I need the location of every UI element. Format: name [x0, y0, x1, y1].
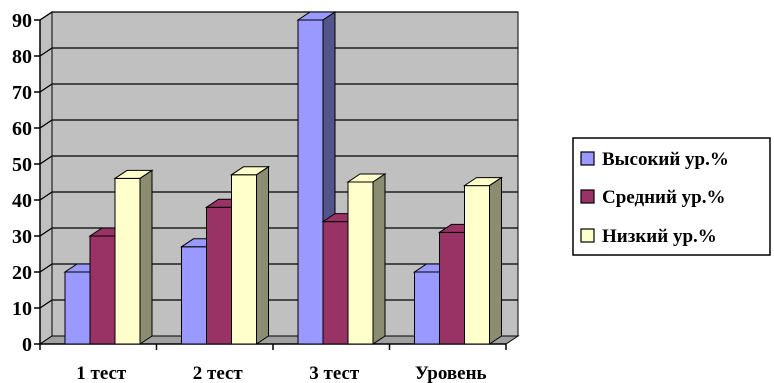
y-tick-label: 0: [22, 334, 32, 356]
bar-side: [139, 169, 153, 345]
bar-front: [414, 271, 440, 345]
x-category-label: Уровень: [415, 363, 487, 383]
x-category-label: 3 тест: [309, 363, 360, 383]
gridline-side: [39, 83, 53, 93]
x-category-label: 2 тест: [193, 363, 244, 383]
y-tick-label: 60: [12, 118, 32, 140]
gridline-side: [39, 47, 53, 57]
bar-front: [322, 221, 349, 345]
bar-front: [114, 177, 141, 345]
legend-box: [572, 137, 771, 256]
gridline-side: [39, 299, 53, 309]
legend-label-medium: Средний ур.%: [602, 187, 726, 208]
gridline-side: [39, 191, 53, 201]
bars: [63, 11, 504, 345]
bar: [462, 176, 504, 345]
gridline-side: [39, 227, 53, 237]
bar-side: [372, 173, 386, 345]
x-category-label: 1 тест: [76, 363, 127, 383]
y-tick-label: 90: [12, 10, 32, 32]
bar-front: [64, 271, 91, 345]
bar-front: [464, 185, 490, 345]
bar: [346, 173, 387, 345]
legend: Высокий ур.% Средний ур.% Низкий ур.%: [572, 137, 771, 256]
bar-front: [206, 206, 232, 345]
bar-front: [231, 174, 257, 345]
bar-front: [347, 181, 374, 345]
x-axis: 1 тест 2 тест 3 тест Уровень: [39, 343, 507, 383]
y-axis: 0 10 20 30 40 50 60 70 80 90: [12, 10, 41, 356]
y-tick-label: 20: [12, 262, 32, 284]
y-tick-label: 70: [12, 82, 32, 104]
legend-swatch-high: [580, 151, 595, 166]
gridline-side: [39, 119, 53, 129]
bar-front: [439, 231, 465, 345]
y-tick-label: 40: [12, 190, 32, 212]
legend-swatch-medium: [580, 189, 595, 204]
side-wall: [39, 11, 53, 345]
bar: [229, 165, 271, 345]
y-tick-label: 10: [12, 298, 32, 320]
bar-side: [489, 176, 502, 345]
y-tick-label: 80: [12, 46, 32, 68]
gridline-side: [39, 155, 53, 165]
bar: [113, 169, 154, 345]
bar-side: [256, 165, 269, 345]
bar-front: [89, 235, 116, 345]
legend-label-low: Низкий ур.%: [602, 226, 717, 247]
y-tick-label: 30: [12, 226, 32, 248]
gridline-side: [39, 263, 53, 273]
legend-label-high: Высокий ур.%: [602, 149, 729, 170]
gridline-side: [39, 11, 53, 21]
legend-swatch-low: [580, 228, 595, 243]
bar-front: [181, 246, 207, 345]
y-tick-label: 50: [12, 154, 32, 176]
bar-front: [297, 19, 324, 345]
